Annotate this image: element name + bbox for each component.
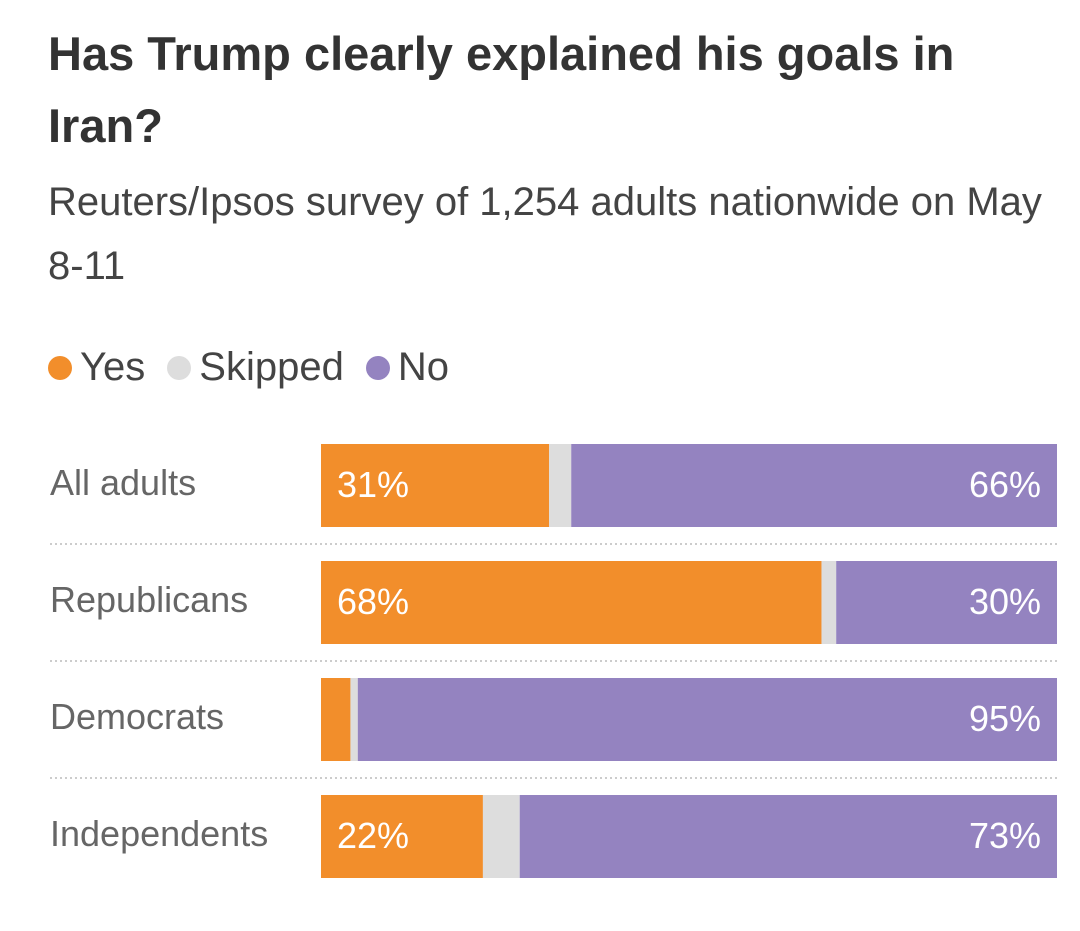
- chart-subtitle: Reuters/Ipsos survey of 1,254 adults nat…: [48, 180, 1042, 288]
- data-label: 66%: [969, 464, 1041, 505]
- legend-item: Skipped: [167, 345, 344, 390]
- bar-segment: [350, 678, 358, 761]
- bar-segment: [821, 561, 837, 644]
- data-label: 30%: [969, 581, 1041, 622]
- legend-label: No: [397, 345, 449, 389]
- bar-segment: [836, 561, 1057, 644]
- category-label: Republicans: [50, 579, 248, 620]
- legend-item: Yes: [48, 345, 145, 390]
- legend-item: No: [365, 345, 449, 390]
- category-label: All adults: [50, 462, 196, 503]
- bar-segment: [482, 795, 520, 878]
- legend: Yes Skipped No: [48, 345, 449, 390]
- bar-segment: [357, 678, 1057, 761]
- data-label: 95%: [969, 698, 1041, 739]
- chart-title: Has Trump clearly explained his goals in…: [48, 27, 955, 152]
- bar-segment: [321, 678, 351, 761]
- legend-marker: [365, 355, 390, 380]
- category-label: Democrats: [50, 696, 224, 737]
- category-label: Independents: [50, 813, 268, 854]
- bar-segment: [571, 444, 1057, 527]
- bar-segment: [519, 795, 1057, 878]
- bar-segment: [321, 795, 483, 878]
- data-label: 22%: [337, 815, 409, 856]
- data-label: 73%: [969, 815, 1041, 856]
- data-label: 31%: [337, 464, 409, 505]
- legend-label: Skipped: [199, 345, 344, 389]
- bar-segment: [321, 444, 550, 527]
- bar-segment: [321, 561, 822, 644]
- legend-marker: [48, 355, 72, 380]
- legend-marker: [167, 355, 192, 380]
- bar-segment: [549, 444, 572, 527]
- legend-label: Yes: [80, 345, 146, 389]
- data-label: 68%: [337, 581, 409, 622]
